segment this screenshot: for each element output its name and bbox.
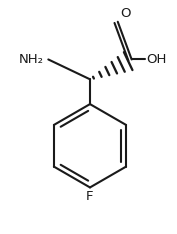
Text: O: O	[121, 7, 131, 20]
Text: OH: OH	[147, 53, 167, 66]
Text: NH₂: NH₂	[18, 53, 43, 66]
Text: F: F	[86, 190, 94, 203]
